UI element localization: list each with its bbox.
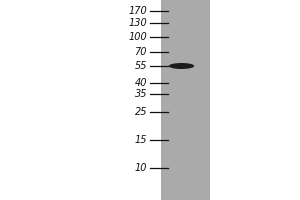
Bar	[0, 0, 160, 200]
Text: 100: 100	[128, 32, 147, 42]
Text: 10: 10	[134, 163, 147, 173]
Bar	[160, 0, 210, 200]
Text: 170: 170	[128, 6, 147, 16]
Bar	[210, 0, 300, 200]
Ellipse shape	[169, 63, 194, 69]
Text: 55: 55	[134, 61, 147, 71]
Text: 15: 15	[134, 135, 147, 145]
Text: 70: 70	[134, 47, 147, 57]
Text: 35: 35	[134, 89, 147, 99]
Text: 25: 25	[134, 107, 147, 117]
Text: 40: 40	[134, 78, 147, 88]
Text: 130: 130	[128, 18, 147, 28]
